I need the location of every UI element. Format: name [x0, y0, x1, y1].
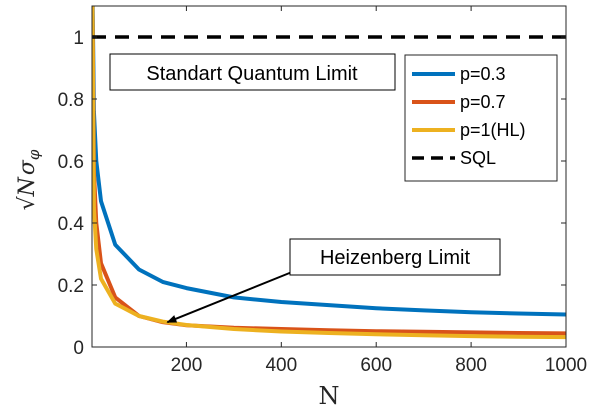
legend-label-1: p=0.3	[460, 64, 506, 84]
x-tick-label: 400	[265, 355, 297, 376]
hl-annotation: Heizenberg Limit	[166, 238, 501, 324]
sql-annotation-box	[109, 53, 396, 91]
x-tick-label: 200	[171, 355, 203, 376]
hl-annotation-arrow	[166, 271, 293, 324]
x-axis-label: N	[319, 382, 340, 410]
sql-annotation-text: Standart Quantum Limit	[146, 63, 358, 85]
y-tick-label: 0.4	[58, 214, 85, 235]
y-axis-label-sigma: σ	[15, 159, 40, 175]
x-tick-label: 800	[455, 355, 487, 376]
y-tick-label: 0.6	[58, 152, 84, 173]
tick-layer: 200 400 600 800 1000 0 0.2 0.4 0.6 0.8 1	[58, 6, 587, 376]
y-tick-label: 0	[73, 338, 84, 359]
series-line-3	[92, 6, 566, 340]
series-layer	[92, 6, 566, 340]
y-tick-label: 0.8	[58, 90, 84, 111]
y-axis-label-sqrt: √	[15, 195, 40, 210]
sql-annotation: Standart Quantum Limit	[109, 53, 396, 91]
legend-items: p=0.3 p=0.7 p=1(HL) SQL	[412, 64, 526, 168]
legend-label-3: p=1(HL)	[460, 120, 526, 140]
y-axis-label-n: N	[15, 176, 40, 197]
x-tick-label: 600	[360, 355, 392, 376]
x-tick-label: 1000	[545, 355, 587, 376]
hl-annotation-text: Heizenberg Limit	[320, 247, 471, 269]
legend-label-2: p=0.7	[460, 92, 506, 112]
y-tick-label: 1	[73, 28, 84, 49]
svg-text:√Nσφ: √Nσφ	[15, 149, 43, 210]
y-axis-label: √Nσφ	[15, 149, 43, 210]
hl-annotation-box	[289, 238, 501, 276]
plot-frame	[91, 5, 567, 348]
legend: p=0.3 p=0.7 p=1(HL) SQL	[404, 54, 558, 182]
y-axis-label-phi: φ	[25, 149, 43, 160]
y-tick-label: 0.2	[58, 276, 84, 297]
series-line-1	[92, 6, 566, 317]
legend-label-4: SQL	[460, 148, 496, 168]
